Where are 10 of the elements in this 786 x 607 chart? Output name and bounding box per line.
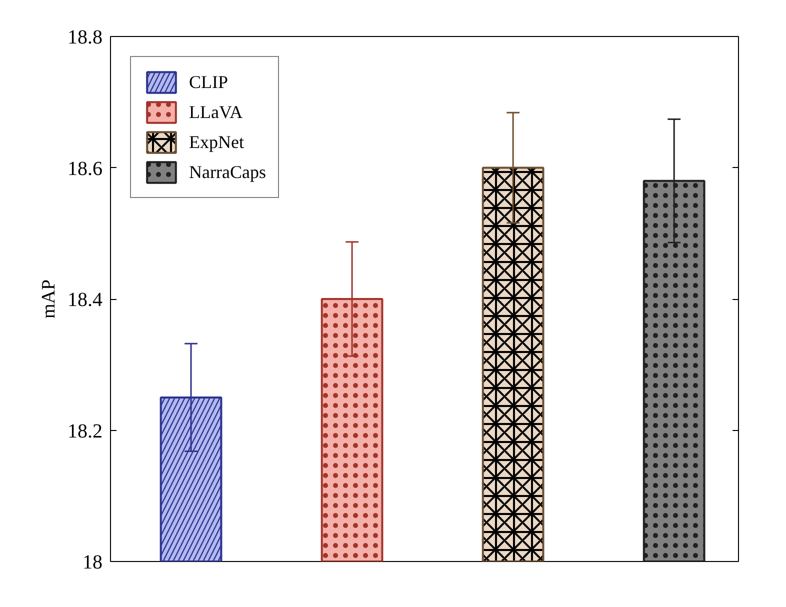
y-tick-label: 18.6	[68, 158, 102, 180]
legend-label: CLIP	[189, 72, 228, 92]
y-tick-label: 18.8	[68, 26, 102, 48]
legend-label: ExpNet	[189, 132, 244, 152]
legend-label: NarraCaps	[189, 162, 266, 182]
y-tick-label: 18	[82, 552, 102, 574]
legend-label: LLaVA	[189, 102, 243, 122]
y-tick-label: 18.2	[68, 420, 102, 442]
y-tick-label: 18.4	[68, 289, 102, 311]
y-axis-title: mAP	[38, 279, 60, 319]
